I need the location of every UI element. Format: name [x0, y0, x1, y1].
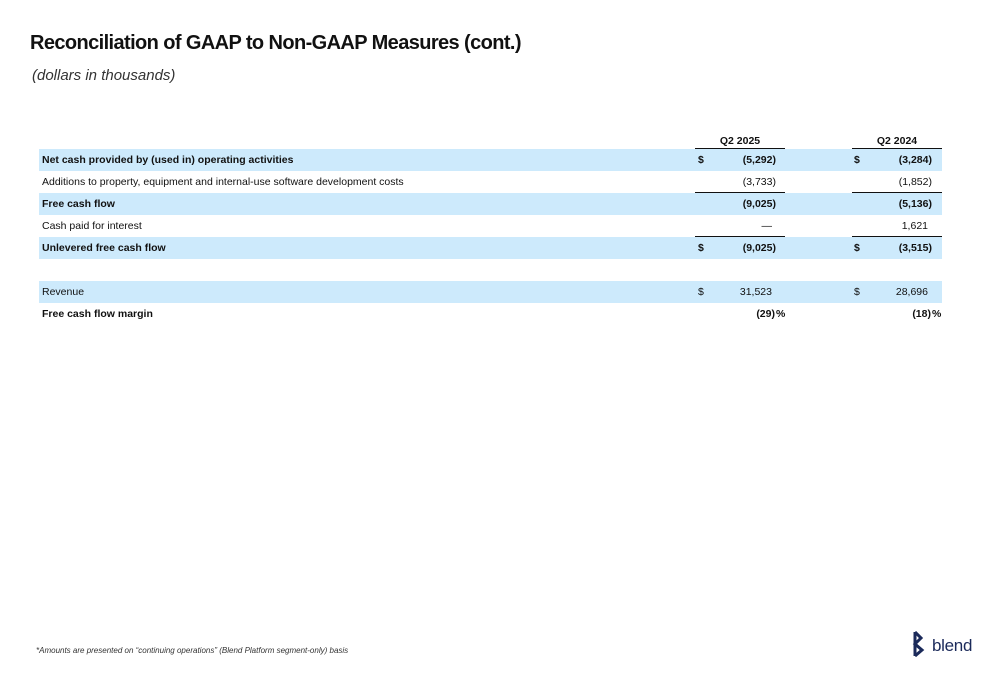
currency-symbol: $ [854, 242, 860, 254]
row-operating-cash: Net cash provided by (used in) operating… [39, 149, 942, 171]
value-q2-2025: (29) [756, 308, 775, 320]
value-q2-2025: (3,733) [742, 176, 776, 188]
row-label: Revenue [42, 286, 85, 298]
row-label: Cash paid for interest [42, 220, 142, 232]
currency-symbol: $ [698, 154, 704, 166]
value-q2-2025: 31,523 [739, 286, 772, 298]
currency-symbol: $ [854, 286, 860, 298]
reconciliation-table: Q2 2025 Q2 2024 Net cash provided by (us… [39, 133, 942, 325]
footnote: *Amounts are presented on “continuing op… [36, 646, 349, 655]
value-q2-2024: (5,136) [898, 198, 932, 210]
subtotal-rule [852, 192, 942, 193]
blend-logo-text: blend [932, 636, 973, 655]
value-q2-2024: 28,696 [895, 286, 928, 298]
value-q2-2024: (1,852) [898, 176, 932, 188]
value-q2-2025: — [761, 220, 773, 232]
percent-sign: % [776, 308, 786, 320]
value-q2-2025: (5,292) [742, 154, 776, 166]
value-q2-2025: (9,025) [742, 198, 776, 210]
row-cash-interest: Cash paid for interest — 1,621 [39, 215, 942, 237]
row-free-cash-flow: Free cash flow (9,025) (5,136) [39, 193, 942, 215]
column-header-q2-2025: Q2 2025 [695, 135, 785, 149]
row-fcf-margin: Free cash flow margin (29) % (18) % [39, 303, 942, 325]
currency-symbol: $ [698, 242, 704, 254]
currency-symbol: $ [854, 154, 860, 166]
row-label: Net cash provided by (used in) operating… [42, 154, 294, 166]
value-q2-2024: 1,621 [901, 220, 928, 232]
value-q2-2025: (9,025) [742, 242, 776, 254]
blend-logo-icon [912, 630, 928, 662]
row-label: Additions to property, equipment and int… [42, 176, 404, 188]
row-revenue: Revenue $ 31,523 $ 28,696 [39, 281, 942, 303]
value-q2-2024: (3,284) [898, 154, 932, 166]
row-capex: Additions to property, equipment and int… [39, 171, 942, 193]
page-subtitle: (dollars in thousands) [32, 67, 176, 84]
row-label: Free cash flow margin [42, 308, 153, 320]
subtotal-rule [695, 236, 785, 237]
spacer-row [39, 259, 942, 281]
row-label: Unlevered free cash flow [42, 242, 166, 254]
value-q2-2024: (3,515) [898, 242, 932, 254]
row-unlevered-fcf: Unlevered free cash flow $ (9,025) $ (3,… [39, 237, 942, 259]
value-q2-2024: (18) [912, 308, 931, 320]
table-header: Q2 2025 Q2 2024 [39, 133, 942, 149]
subtotal-rule [695, 192, 785, 193]
subtotal-rule [852, 236, 942, 237]
page-title: Reconciliation of GAAP to Non-GAAP Measu… [30, 32, 522, 54]
percent-sign: % [932, 308, 942, 320]
currency-symbol: $ [698, 286, 704, 298]
column-header-q2-2024: Q2 2024 [852, 135, 942, 149]
blend-logo: blend [912, 630, 973, 662]
row-label: Free cash flow [42, 198, 115, 210]
